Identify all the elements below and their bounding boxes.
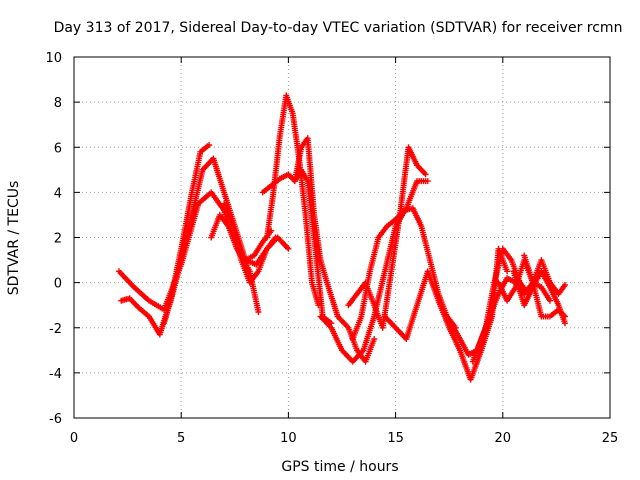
- series-markers: [510, 268, 568, 327]
- y-tick-label: 8: [54, 96, 62, 111]
- x-axis-label: GPS time / hours: [281, 459, 398, 475]
- series-markers: [521, 252, 568, 297]
- y-axis-label: SDTVAR / TECUs: [6, 181, 22, 296]
- data-series: [264, 92, 322, 309]
- series-markers: [221, 200, 279, 286]
- plot-series: [116, 92, 568, 383]
- chart-title: Day 313 of 2017, Sidereal Day-to-day VTE…: [54, 20, 623, 36]
- y-tick-label: 0: [54, 277, 62, 292]
- y-tick-label: -2: [49, 322, 62, 337]
- x-tick-label: 15: [387, 431, 404, 446]
- x-tick-label: 0: [70, 431, 78, 446]
- x-tick-label: 25: [602, 431, 619, 446]
- x-tick-label: 5: [177, 431, 185, 446]
- axis-ticks: 0 5 10 15 20 25 -6 -4 -2 0 2 4 6 8 10: [45, 51, 618, 446]
- y-tick-label: -4: [49, 367, 62, 382]
- data-series: [349, 205, 459, 342]
- y-tick-label: -6: [49, 412, 62, 427]
- x-tick-label: 10: [280, 431, 297, 446]
- data-series: [510, 268, 568, 327]
- data-series: [221, 200, 279, 286]
- y-tick-label: 10: [45, 51, 62, 66]
- series-markers: [264, 92, 322, 309]
- y-tick-label: 2: [54, 232, 62, 247]
- data-series: [521, 252, 568, 297]
- y-tick-label: 4: [54, 186, 62, 201]
- y-tick-label: 6: [54, 141, 62, 156]
- x-tick-label: 20: [495, 431, 512, 446]
